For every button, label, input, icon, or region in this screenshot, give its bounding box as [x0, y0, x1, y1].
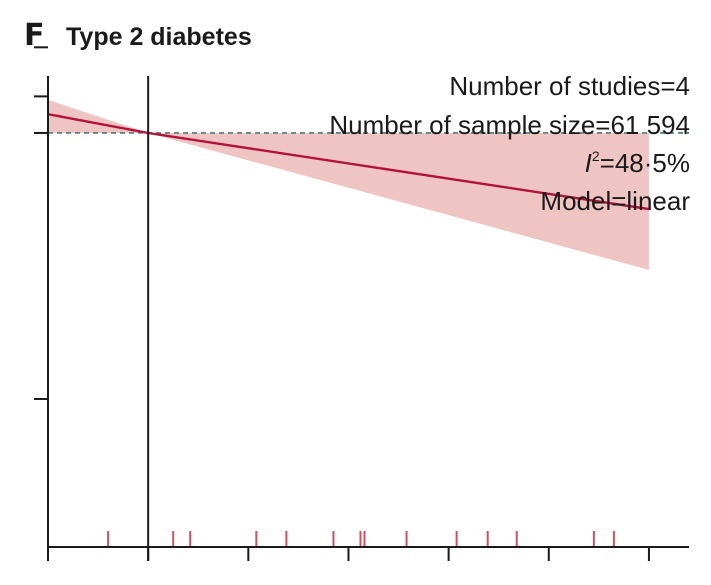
panel-letter: F	[24, 18, 45, 53]
panel-title: Type 2 diabetes	[66, 23, 252, 51]
heterogeneity-label: I2=48·5%	[585, 148, 690, 178]
i2-exponent: 2	[592, 148, 600, 164]
plot-area	[34, 46, 689, 561]
i2-symbol: I	[585, 148, 592, 178]
studies-count-label: Number of studies=4	[449, 71, 690, 101]
annotation-block: Number of studies=4 Number of sample siz…	[329, 71, 690, 216]
sample-size-label: Number of sample size=61 594	[329, 110, 690, 140]
model-label: Model=linear	[540, 186, 690, 216]
i2-value: =48·5%	[600, 148, 690, 178]
confidence-band	[48, 99, 649, 270]
